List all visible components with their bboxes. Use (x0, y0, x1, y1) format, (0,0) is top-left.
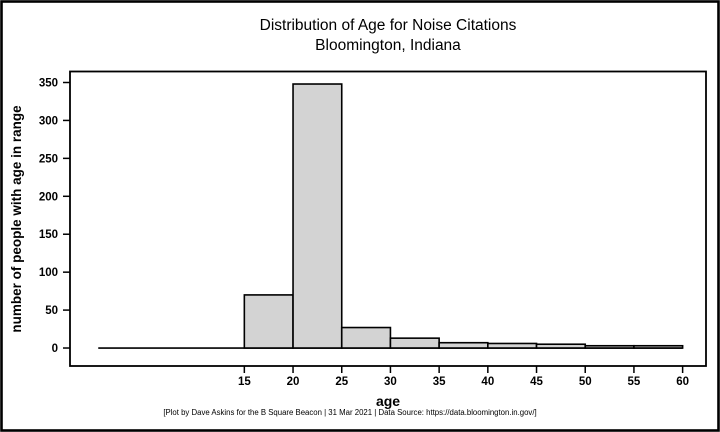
histogram-bar (340, 326, 392, 349)
x-tick-label: 35 (433, 376, 446, 388)
histogram-bar (584, 344, 635, 349)
x-axis-label: age (376, 393, 400, 409)
x-tick-label: 45 (530, 376, 543, 388)
plot-area: 15 20 25 30 35 40 45 50 55 60 0 50 100 150 200 250 300 35… (39, 70, 707, 388)
y-axis-label: number of people with age in range (9, 105, 24, 333)
x-tick-label: 15 (238, 376, 251, 388)
y-tick-label: 250 (39, 153, 58, 165)
y-tick-label: 300 (39, 115, 58, 127)
histogram-bar (292, 83, 343, 349)
histogram-bar (438, 341, 489, 349)
chart-title-line2: Bloomington, Indiana (315, 37, 461, 54)
x-tick-label: 30 (384, 376, 397, 388)
chart-title-line1: Distribution of Age for Noise Citations (260, 17, 517, 34)
x-tick-label: 55 (628, 376, 641, 388)
y-tick-label: 350 (39, 78, 58, 90)
y-tick-label: 100 (39, 267, 58, 279)
x-tick-label: 50 (579, 376, 592, 388)
histogram-bar (535, 343, 587, 349)
y-tick-label: 200 (39, 191, 58, 203)
x-tick-label: 60 (676, 376, 689, 388)
histogram-bar (389, 337, 440, 349)
x-tick-label: 20 (287, 376, 300, 388)
histogram-bar (487, 342, 538, 349)
x-tick-label: 40 (481, 376, 494, 388)
y-tick-label: 50 (45, 305, 58, 317)
y-tick-label: 150 (39, 229, 58, 241)
histogram-bar (633, 344, 684, 349)
x-tick-label: 25 (335, 376, 348, 388)
y-tick-label: 0 (52, 343, 58, 355)
footer-caption: [Plot by Dave Askins for the B Square Be… (163, 408, 536, 417)
plot-box (69, 70, 707, 367)
histogram-bar (243, 294, 294, 349)
